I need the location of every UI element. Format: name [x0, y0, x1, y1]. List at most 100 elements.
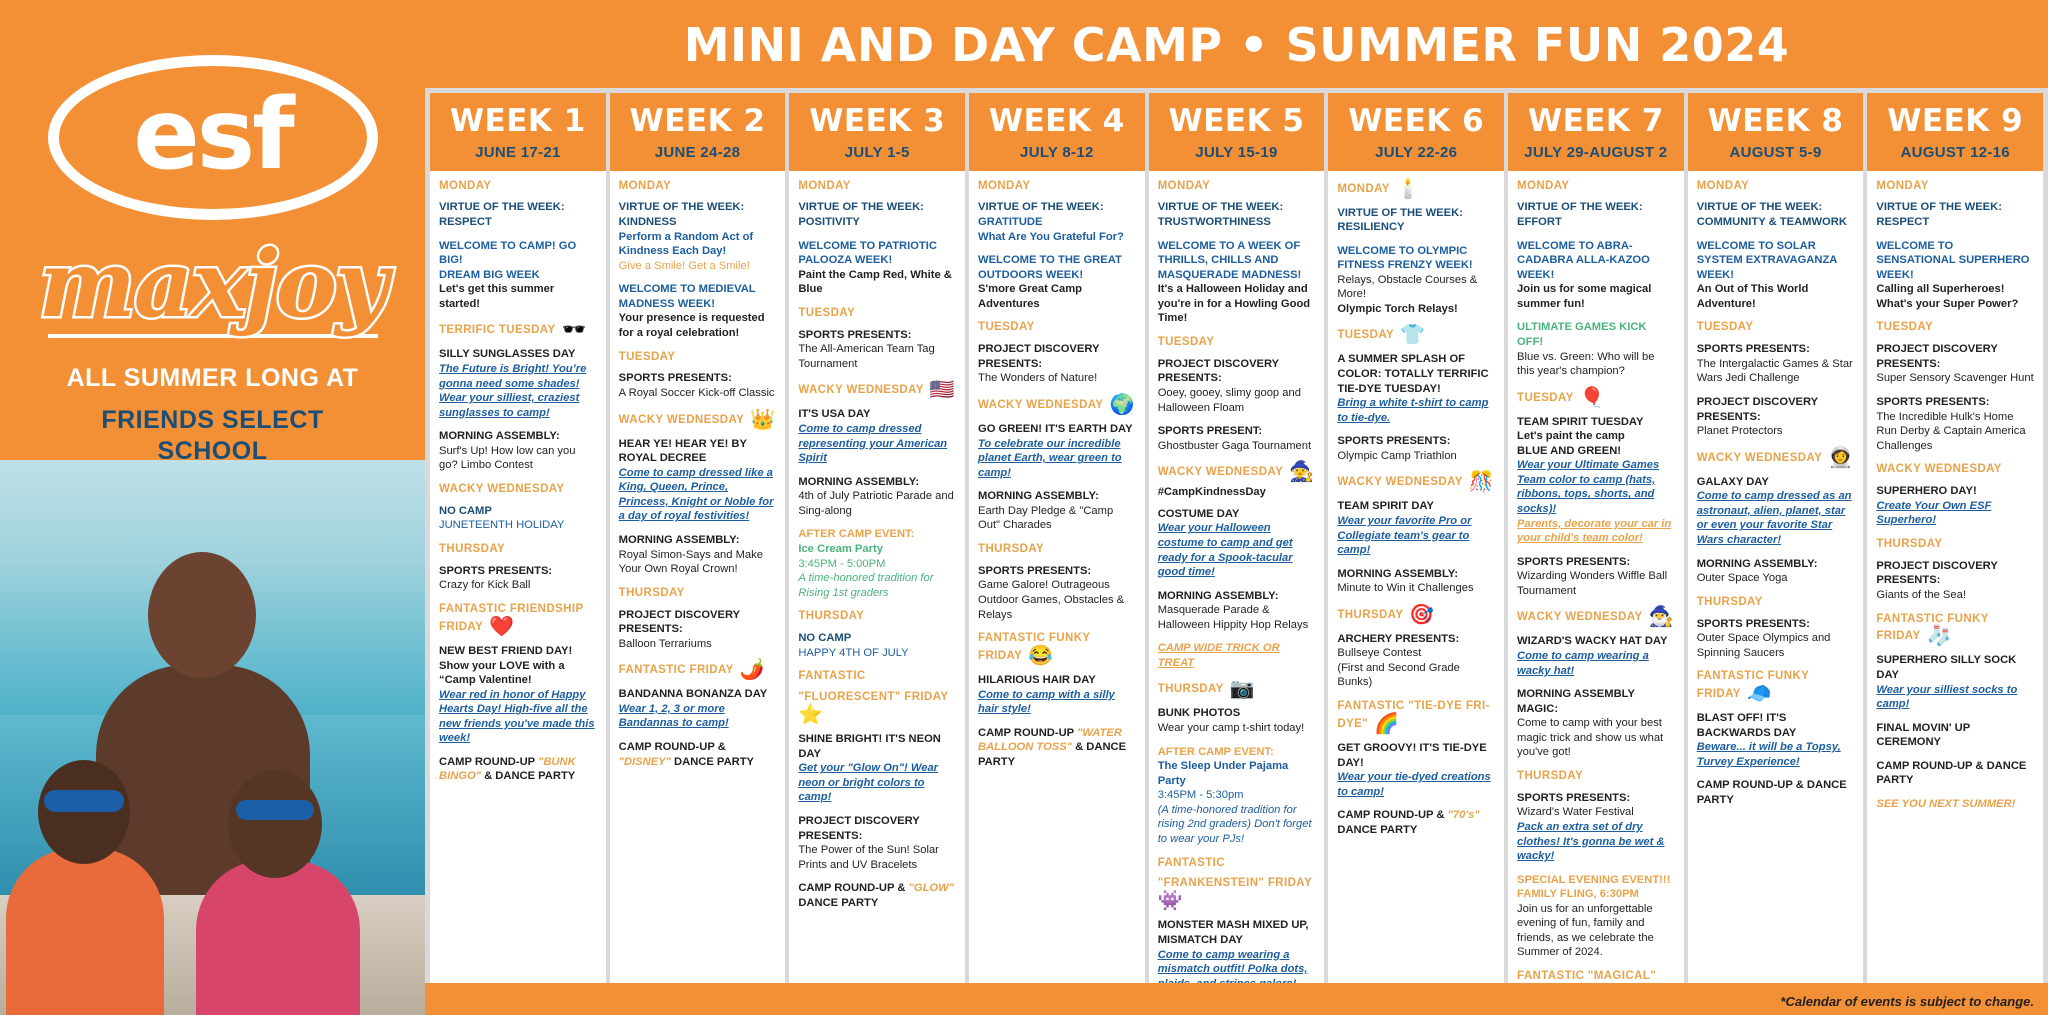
event-line: Olympic Torch Relays! [1337, 302, 1458, 315]
event-line: Balloon Terrariums [618, 637, 712, 650]
event-line[interactable]: Create Your Own ESF Superhero! [1876, 499, 1992, 527]
event-line[interactable]: Wear your silliest socks to camp! [1876, 683, 2018, 711]
day-label-text: MONDAY [1337, 182, 1390, 195]
event-line: Wear your camp t-shirt today! [1157, 722, 1305, 735]
event-line: A Royal Soccer Kick-off Classic [618, 387, 775, 400]
archery-icon: 🎯 [1403, 603, 1435, 626]
event-line[interactable]: CAMP WIDE TRICK OR TREAT [1157, 642, 1280, 669]
event-block: CAMP ROUND-UP "WATER BALLOON TOSS" & DAN… [978, 726, 1136, 770]
event-block: WELCOME TO ABRA-CADABRA ALLA-KAZOO WEEK!… [1517, 239, 1675, 312]
day-label: MONDAY [439, 179, 597, 194]
event-block: GALAXY DAY Come to camp dressed as an ast… [1697, 475, 1855, 548]
tshirt-icon: 👕 [1394, 324, 1426, 347]
event-line: MORNING ASSEMBLY MAGIC: [1517, 688, 1635, 715]
day-label-text: THURSDAY [1337, 608, 1404, 621]
event-line: Game Galore! Outrageous Outdoor Games, O… [978, 579, 1125, 621]
event-line: PROJECT DISCOVERY PRESENTS: [1876, 343, 1998, 370]
event-block: SHINE BRIGHT! IT'S NEON DAY Get your "Glo… [798, 732, 956, 805]
day-label: THURSDAY 🎯 [1337, 605, 1495, 625]
event-line[interactable]: Wear red in honor of Happy Hearts Day! H… [439, 688, 595, 745]
event-line: Blue vs. Green: Who will be this year's … [1517, 350, 1655, 378]
event-block: PROJECT DISCOVERY PRESENTS: The Wonders o… [978, 342, 1136, 386]
event-line: Olympic Camp Triathlon [1337, 449, 1457, 462]
event-block: COSTUME DAY Wear your Halloween costume t… [1158, 507, 1316, 580]
event-line: WELCOME TO OLYMPIC FITNESS FRENZY WEEK! [1337, 244, 1473, 272]
event-line[interactable]: Come to camp dressed representing your A… [798, 423, 948, 465]
event-line[interactable]: Come to camp dressed as an astronaut, al… [1696, 490, 1852, 546]
week-number: WEEK 5 [1168, 103, 1305, 139]
event-line[interactable]: To celebrate our incredible planet Earth… [978, 437, 1122, 479]
event-line[interactable]: Wear your Ultimate Games Team color to c… [1517, 459, 1660, 516]
event-line[interactable]: Come to camp wearing a wacky hat! [1517, 649, 1649, 677]
event-block: VIRTUE OF THE WEEK: EFFORT [1517, 200, 1675, 229]
event-line: AFTER CAMP EVENT: [1157, 745, 1274, 758]
event-line: Your presence is requested for a royal c… [618, 312, 765, 339]
event-line[interactable]: Wear your Halloween costume to camp and … [1157, 522, 1293, 579]
event-line[interactable]: Come to camp dressed like a King, Queen,… [618, 466, 774, 523]
event-line: Ice Cream Party [798, 542, 883, 555]
event-line[interactable]: Pack an extra set of dry clothes! It's g… [1517, 820, 1665, 863]
sidebar: esf maxjoy ALL SUMMER LONG AT FRIENDS SE… [0, 0, 425, 1015]
event-line[interactable]: Wear 1, 2, 3 or more Bandannas to camp! [618, 702, 729, 730]
event-line[interactable]: Parents, decorate your car in your child… [1517, 517, 1672, 545]
week-dates: AUGUST 12-16 [1900, 143, 2010, 161]
day-label: WACKY WEDNESDAY 🌍 [978, 395, 1136, 415]
event-line: Bullseye Contest [1337, 647, 1422, 660]
event-block: WELCOME TO PATRIOTIC PALOOZA WEEK! Paint … [798, 239, 956, 297]
week-column: WEEK 6 JULY 22-26 MONDAY 🕯️ VIRTUE OF THE W… [1328, 93, 1505, 983]
event-line: GET GROOVY! IT'S TIE-DYE DAY! [1337, 741, 1487, 769]
event-line[interactable]: Beware... it will be a Topsy, Turvey Exp… [1696, 741, 1841, 768]
event-block: CAMP ROUND-UP "BUNK BINGO" & DANCE PARTY [439, 755, 597, 784]
event-line[interactable]: Wear your tie-dyed creations to camp! [1337, 771, 1491, 798]
event-block: PROJECT DISCOVERY PRESENTS: Super Sensory… [1876, 342, 2034, 386]
event-line: HEAR YE! HEAR YE! BY ROYAL DECREE [618, 437, 747, 465]
event-line[interactable]: The Future is Bright! You’re gonna need … [439, 362, 587, 419]
event-line: Paint the Camp Red, White & Blue [798, 268, 952, 296]
day-label: TUESDAY [978, 320, 1136, 335]
event-block: SPORTS PRESENTS: Outer Space Olympics and… [1697, 617, 1855, 661]
event-line: Super Sensory Scavenger Hunt [1876, 372, 2034, 385]
event-line: (First and Second Grade Bunks) [1337, 661, 1460, 689]
event-line: The All-American Team Tag Tournament [798, 343, 935, 370]
event-block: ARCHERY PRESENTS: Bullseye Contest (First … [1337, 632, 1495, 690]
event-line[interactable]: Get your "Glow On"! Wear neon or bright … [798, 762, 939, 804]
day-label: FANTASTIC FRIDAY 🌶️ [619, 660, 777, 680]
roundup-theme: "BUNK BINGO" [439, 755, 576, 783]
event-line: Let's get this summer started! [439, 283, 555, 310]
week-header: WEEK 3 JULY 1-5 [789, 93, 966, 171]
event-line: PROJECT DISCOVERY PRESENTS: [1876, 559, 1998, 587]
day-label-text: THURSDAY [1517, 769, 1584, 782]
event-line: SUPERHERO SILLY SOCK DAY [1876, 654, 2017, 682]
event-line[interactable]: Come to camp with a silly hair style! [978, 688, 1115, 716]
event-block: MORNING ASSEMBLY: Earth Day Pledge & "Cam… [978, 489, 1136, 533]
day-label: THURSDAY [978, 542, 1136, 557]
event-line[interactable]: Wear your favorite Pro or Collegiate tea… [1337, 514, 1472, 557]
event-line: ULTIMATE GAMES KICK OFF! [1517, 321, 1647, 348]
event-line: MORNING ASSEMBLY: [1157, 589, 1279, 602]
event-line: SEE YOU NEXT SUMMER! [1876, 797, 2016, 810]
event-line: SPORTS PRESENT: [1157, 425, 1263, 438]
day-label: MONDAY [1876, 179, 2034, 194]
event-block: IT'S USA DAY Come to camp dressed represe… [798, 407, 956, 465]
week-header: WEEK 7 JULY 29-AUGUST 2 [1508, 93, 1684, 171]
event-block: PROJECT DISCOVERY PRESENTS: The Power of … [798, 814, 956, 872]
event-line: RESILIENCY [1337, 221, 1405, 234]
event-line[interactable]: Bring a white t-shirt to camp to tie-dye… [1337, 397, 1489, 424]
event-line: MORNING ASSEMBLY: [798, 475, 920, 488]
event-line: Crazy for Kick Ball [439, 579, 531, 592]
event-block: ULTIMATE GAMES KICK OFF! Blue vs. Green: … [1517, 320, 1675, 378]
week-number: WEEK 7 [1527, 103, 1664, 139]
event-block: SPORTS PRESENTS: Crazy for Kick Ball [439, 564, 597, 593]
event-line: SPECIAL EVENING EVENT!!! FAMILY FLING, 6… [1517, 873, 1671, 901]
footnote: *Calendar of events is subject to change… [1780, 994, 2034, 1009]
event-line: GO GREEN! IT'S EARTH DAY [978, 423, 1133, 436]
day-label-text: WACKY WEDNESDAY [1876, 463, 2002, 476]
week-column: WEEK 4 JULY 8-12 MONDAY VIRTUE OF THE WEEK:… [969, 93, 1145, 983]
event-block: WELCOME TO MEDIEVAL MADNESS WEEK! Your pr… [619, 282, 777, 340]
event-block: CAMP ROUND-UP & "70's" DANCE PARTY [1337, 808, 1495, 837]
week-column: WEEK 3 JULY 1-5 MONDAY VIRTUE OF THE WEEK: P… [789, 93, 966, 983]
event-line[interactable]: Come to camp wearing a mismatch outfit! … [1157, 948, 1308, 983]
event-line: Masquerade Parade & Halloween Hippity Ho… [1157, 604, 1309, 631]
week-header: WEEK 5 JULY 15-19 [1148, 93, 1325, 171]
week-dates: JUNE 17-21 [475, 143, 561, 161]
